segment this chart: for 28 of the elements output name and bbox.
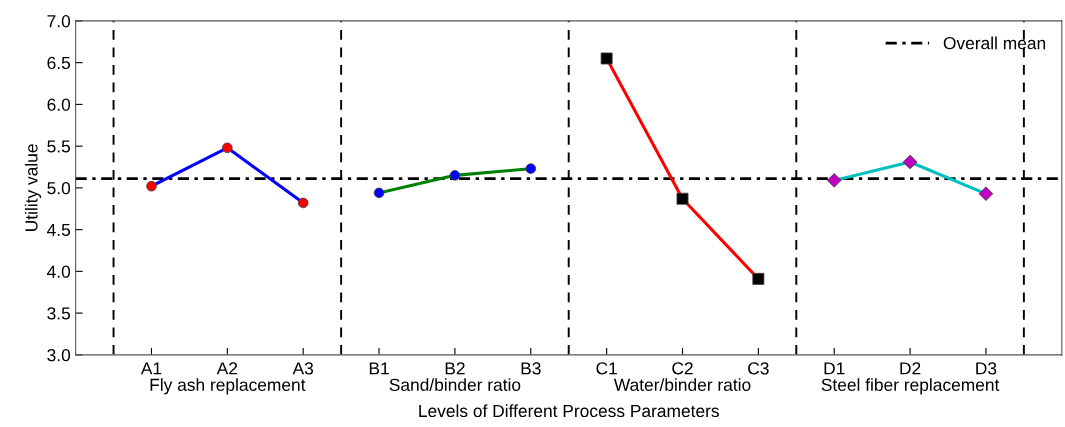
y-tick-label: 5.0 [47, 182, 71, 195]
y-tick-label: 3.0 [47, 349, 71, 362]
x-tick-label: B3 [521, 362, 541, 375]
y-tick-label: 6.0 [47, 98, 71, 111]
y-tick-label: 7.0 [47, 15, 71, 28]
x-tick-label: B2 [445, 362, 465, 375]
y-tick-label: 4.5 [47, 223, 71, 237]
x-tick-label: D2 [900, 362, 921, 375]
x-tick-label: A1 [140, 362, 162, 375]
x-tick-label: D1 [824, 362, 845, 375]
x-tick-label: A2 [216, 362, 238, 375]
x-tick-label: B1 [369, 362, 389, 375]
y-tick-label: 4.0 [47, 265, 71, 278]
x-tick-label: C3 [748, 362, 769, 375]
y-tick-label: 6.5 [47, 56, 71, 70]
text: Sand/binder ratio [389, 378, 521, 391]
legend-label: Overall mean [943, 36, 1046, 50]
x-tick-label: C1 [596, 362, 617, 375]
text: Fly ash replacement [150, 378, 306, 395]
text: Water/binder ratio [613, 378, 751, 391]
x-tick-label: C2 [672, 362, 693, 375]
x-tick-label: A3 [292, 362, 314, 375]
x-axis-title: Levels of Different Process Parameters [419, 404, 719, 418]
x-tick-label: D3 [976, 362, 997, 375]
text: Steel fiber replacement [821, 378, 1000, 395]
y-tick-label: 5.5 [47, 140, 71, 153]
y-tick-label: 3.5 [47, 307, 71, 320]
y-axis-title: Utility value [24, 144, 42, 231]
